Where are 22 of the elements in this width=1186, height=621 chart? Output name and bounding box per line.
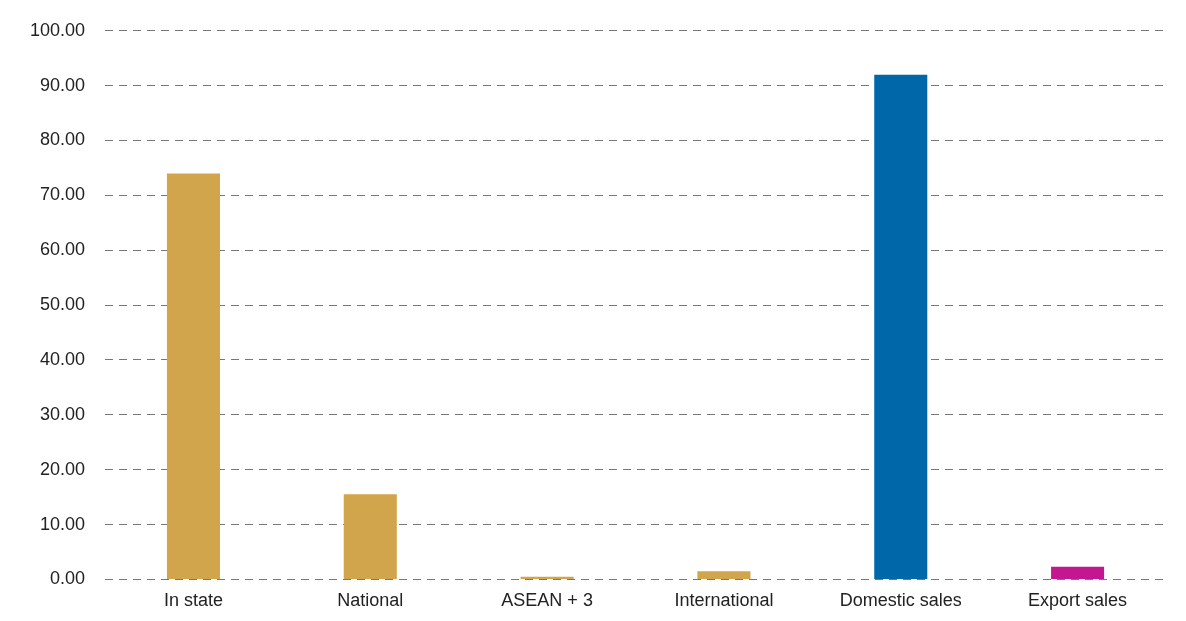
y-tick-label: 80.00 bbox=[40, 129, 86, 150]
y-tick-label: 60.00 bbox=[40, 239, 86, 260]
bar bbox=[1051, 566, 1105, 579]
x-tick-label: Export sales bbox=[1028, 590, 1128, 611]
y-tick-label: 70.00 bbox=[40, 184, 86, 205]
y-tick-label: 30.00 bbox=[40, 403, 86, 424]
y-tick-label: 100.00 bbox=[29, 19, 86, 40]
bar bbox=[697, 571, 751, 579]
bar bbox=[166, 173, 220, 579]
bar bbox=[874, 74, 928, 579]
y-tick-label: 0.00 bbox=[50, 568, 86, 589]
x-tick-label: Domestic sales bbox=[839, 590, 962, 611]
x-tick-label: ASEAN + 3 bbox=[501, 590, 593, 611]
y-tick-label: 10.00 bbox=[40, 513, 86, 534]
y-tick-label: 40.00 bbox=[40, 348, 86, 369]
x-tick-label: International bbox=[674, 590, 774, 611]
bar bbox=[343, 494, 397, 579]
y-tick-label: 50.00 bbox=[40, 294, 86, 315]
x-tick-label: National bbox=[337, 590, 404, 611]
y-tick-label: 90.00 bbox=[40, 74, 86, 95]
y-tick-label: 20.00 bbox=[40, 458, 86, 479]
x-tick-label: In state bbox=[163, 590, 223, 611]
